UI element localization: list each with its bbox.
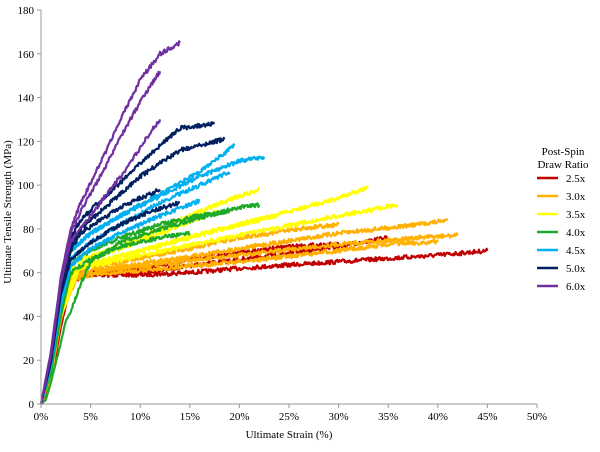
series-lines-group xyxy=(39,40,489,406)
x-tick-label: 20% xyxy=(229,411,249,423)
legend-label-5.0x: 5.0x xyxy=(566,263,586,275)
y-axis-title: Ultimate Tensile Strength (MPa) xyxy=(2,140,14,284)
y-tick-labels-group: 0 20 40 60 80 100 120 140 160 180 xyxy=(18,5,35,411)
legend-items-group: 2.5x 3.0x 3.5x 4.0x 4.5x 5.0x 6.0x xyxy=(537,173,586,293)
y-tick-label: 40 xyxy=(23,311,35,323)
x-tick-label: 30% xyxy=(329,411,349,423)
legend-label-6.0x: 6.0x xyxy=(566,281,586,293)
x-tick-label: 40% xyxy=(428,411,448,423)
y-tick-label: 100 xyxy=(18,180,35,192)
legend-label-3.0x: 3.0x xyxy=(566,191,586,203)
y-tick-label: 80 xyxy=(23,224,35,236)
legend-label-4.0x: 4.0x xyxy=(566,227,586,239)
x-tick-label: 35% xyxy=(378,411,398,423)
x-tick-labels-group: 0% 5% 10% 15% 20% 25% 30% 35% 40% 45% 50% xyxy=(34,411,547,423)
series-3.0x-curve-1 xyxy=(39,218,449,405)
x-tick-label: 50% xyxy=(527,411,547,423)
x-tick-label: 5% xyxy=(83,411,98,423)
series-2.5x-curve-1 xyxy=(40,247,489,405)
legend: Post-Spin Draw Ratio 2.5x 3.0x 3.5x 4.0x 4.5… xyxy=(537,146,589,293)
legend-label-4.5x: 4.5x xyxy=(566,245,586,257)
series-4.0x-curve-3 xyxy=(39,230,191,405)
y-tick-label: 0 xyxy=(29,399,35,411)
legend-label-3.5x: 3.5x xyxy=(566,209,586,221)
legend-title-line1: Post-Spin xyxy=(542,146,585,158)
y-tick-label: 20 xyxy=(23,355,35,367)
series-4.5x-curve-4 xyxy=(39,198,201,405)
series-6.0x-curve-3 xyxy=(39,119,162,405)
y-tick-label: 160 xyxy=(18,49,35,61)
x-tick-label: 25% xyxy=(279,411,299,423)
y-tick-label: 140 xyxy=(18,93,35,105)
y-tick-label: 60 xyxy=(23,268,35,280)
series-3.0x-curve-3 xyxy=(40,239,439,405)
series-3.0x-curve-2 xyxy=(40,232,459,405)
legend-title-line2: Draw Ratio xyxy=(537,159,589,171)
x-tick-label: 10% xyxy=(130,411,150,423)
y-tick-label: 120 xyxy=(18,136,35,148)
x-axis-title: Ultimate Strain (%) xyxy=(246,429,333,441)
legend-label-2.5x: 2.5x xyxy=(566,173,586,185)
series-5.0x-curve-4 xyxy=(39,200,181,405)
x-tick-label: 15% xyxy=(180,411,200,423)
series-3.5x-curve-2 xyxy=(39,203,399,405)
x-tick-label: 0% xyxy=(34,411,49,423)
axes-group xyxy=(37,9,538,408)
y-tick-label: 180 xyxy=(18,5,35,17)
x-tick-label: 45% xyxy=(477,411,497,423)
